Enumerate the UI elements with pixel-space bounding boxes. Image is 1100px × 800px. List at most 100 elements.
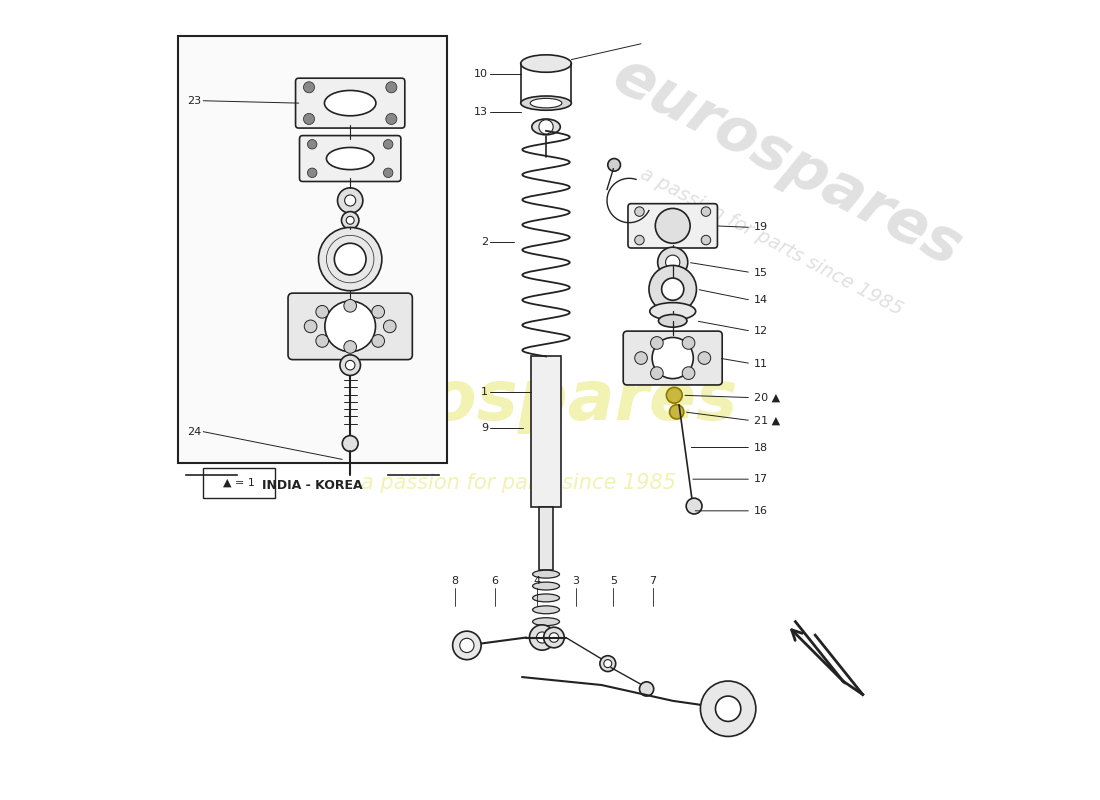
Text: INDIA - KOREA: INDIA - KOREA [262, 479, 363, 492]
Circle shape [304, 82, 315, 93]
Circle shape [667, 387, 682, 403]
Text: 20 ▲: 20 ▲ [755, 393, 780, 402]
FancyBboxPatch shape [296, 78, 405, 128]
Circle shape [305, 320, 317, 333]
Bar [539, 507, 553, 570]
Text: 9: 9 [481, 422, 488, 433]
Text: 10: 10 [474, 69, 488, 79]
Circle shape [384, 320, 396, 333]
Circle shape [307, 168, 317, 178]
Text: 14: 14 [755, 295, 769, 306]
Text: a passion for parts since 1985: a passion for parts since 1985 [361, 473, 675, 493]
Circle shape [529, 625, 554, 650]
Text: ▲ = 1: ▲ = 1 [223, 478, 255, 488]
Ellipse shape [327, 147, 374, 170]
Bar [204, 468, 275, 498]
Circle shape [670, 405, 684, 419]
FancyBboxPatch shape [624, 331, 723, 385]
Circle shape [338, 188, 363, 213]
Text: 13: 13 [474, 107, 488, 117]
Text: 6: 6 [491, 576, 498, 586]
Text: 4: 4 [534, 576, 540, 586]
Circle shape [701, 207, 711, 216]
Ellipse shape [532, 618, 560, 626]
Circle shape [539, 120, 553, 134]
Circle shape [452, 631, 481, 660]
Circle shape [686, 498, 702, 514]
Circle shape [635, 207, 645, 216]
Text: 3: 3 [573, 576, 580, 586]
FancyBboxPatch shape [299, 135, 400, 182]
Circle shape [341, 211, 359, 229]
Ellipse shape [532, 570, 560, 578]
FancyBboxPatch shape [628, 204, 717, 248]
Circle shape [661, 278, 684, 300]
Text: 5: 5 [609, 576, 617, 586]
Circle shape [346, 216, 354, 224]
Circle shape [324, 301, 375, 352]
Circle shape [549, 633, 559, 642]
Circle shape [342, 436, 359, 451]
Circle shape [386, 82, 397, 93]
Ellipse shape [532, 582, 560, 590]
Ellipse shape [520, 55, 571, 72]
Circle shape [372, 334, 385, 347]
Circle shape [652, 338, 693, 378]
Circle shape [698, 352, 711, 364]
Circle shape [304, 114, 315, 125]
Circle shape [656, 209, 690, 243]
Circle shape [384, 139, 393, 149]
Ellipse shape [520, 96, 571, 110]
Ellipse shape [532, 594, 560, 602]
Circle shape [316, 306, 329, 318]
Text: 17: 17 [755, 474, 769, 484]
Text: 19: 19 [755, 222, 769, 233]
Text: 8: 8 [451, 576, 459, 586]
Circle shape [319, 227, 382, 290]
Circle shape [460, 638, 474, 653]
Circle shape [344, 341, 356, 354]
Circle shape [307, 139, 317, 149]
Circle shape [682, 366, 695, 379]
Text: 16: 16 [755, 506, 768, 516]
Text: 1: 1 [482, 387, 488, 397]
Circle shape [682, 337, 695, 350]
Ellipse shape [532, 606, 560, 614]
Text: eurospares: eurospares [603, 46, 972, 279]
Circle shape [386, 114, 397, 125]
Circle shape [666, 255, 680, 270]
Circle shape [701, 681, 756, 737]
Text: 18: 18 [755, 442, 769, 453]
Circle shape [334, 243, 366, 275]
Circle shape [316, 334, 329, 347]
Circle shape [635, 352, 648, 364]
Circle shape [639, 682, 653, 696]
Text: 15: 15 [755, 267, 768, 278]
Circle shape [345, 361, 355, 370]
Circle shape [600, 656, 616, 671]
Ellipse shape [531, 119, 560, 134]
Circle shape [715, 696, 740, 722]
Circle shape [608, 158, 620, 171]
Circle shape [649, 266, 696, 313]
Circle shape [372, 306, 385, 318]
Bar [531, 357, 561, 507]
Ellipse shape [530, 98, 562, 108]
Circle shape [340, 355, 361, 375]
Circle shape [384, 168, 393, 178]
Circle shape [650, 366, 663, 379]
Circle shape [650, 337, 663, 350]
Circle shape [543, 627, 564, 648]
Ellipse shape [659, 314, 688, 327]
Circle shape [635, 235, 645, 245]
Circle shape [537, 632, 548, 643]
Ellipse shape [324, 90, 376, 116]
Text: 2: 2 [481, 237, 488, 246]
Text: 23: 23 [187, 96, 201, 106]
Text: 21 ▲: 21 ▲ [755, 415, 780, 426]
Circle shape [344, 195, 355, 206]
Text: 11: 11 [755, 358, 768, 369]
Circle shape [658, 247, 688, 278]
Text: a passion for parts since 1985: a passion for parts since 1985 [637, 164, 906, 319]
Bar [178, 36, 447, 463]
